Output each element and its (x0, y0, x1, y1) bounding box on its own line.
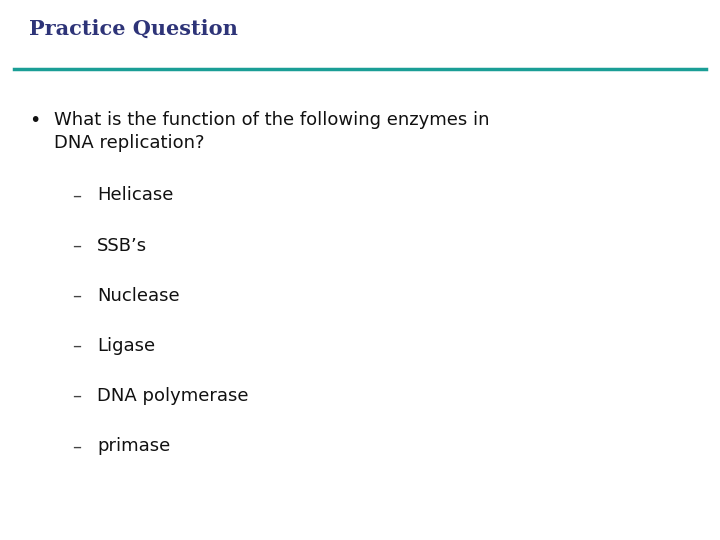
Text: –: – (72, 387, 81, 405)
Text: Nuclease: Nuclease (97, 287, 180, 305)
Text: •: • (29, 111, 40, 130)
Text: –: – (72, 287, 81, 305)
Text: –: – (72, 237, 81, 254)
Text: SSB’s: SSB’s (97, 237, 148, 254)
Text: primase: primase (97, 437, 171, 455)
Text: –: – (72, 337, 81, 355)
Text: –: – (72, 186, 81, 204)
Text: Ligase: Ligase (97, 337, 156, 355)
Text: DNA polymerase: DNA polymerase (97, 387, 248, 405)
Text: Helicase: Helicase (97, 186, 174, 204)
Text: Practice Question: Practice Question (29, 19, 238, 39)
Text: What is the function of the following enzymes in
DNA replication?: What is the function of the following en… (54, 111, 490, 152)
Text: –: – (72, 437, 81, 455)
